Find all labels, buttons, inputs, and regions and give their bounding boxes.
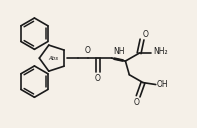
- Text: OH: OH: [157, 80, 168, 89]
- Text: O: O: [143, 30, 149, 39]
- Text: NH₂: NH₂: [153, 47, 167, 56]
- Text: O: O: [84, 46, 90, 55]
- Text: O: O: [95, 74, 101, 83]
- Text: Abs: Abs: [48, 56, 58, 61]
- Text: O: O: [133, 98, 139, 107]
- Text: NH: NH: [114, 47, 125, 56]
